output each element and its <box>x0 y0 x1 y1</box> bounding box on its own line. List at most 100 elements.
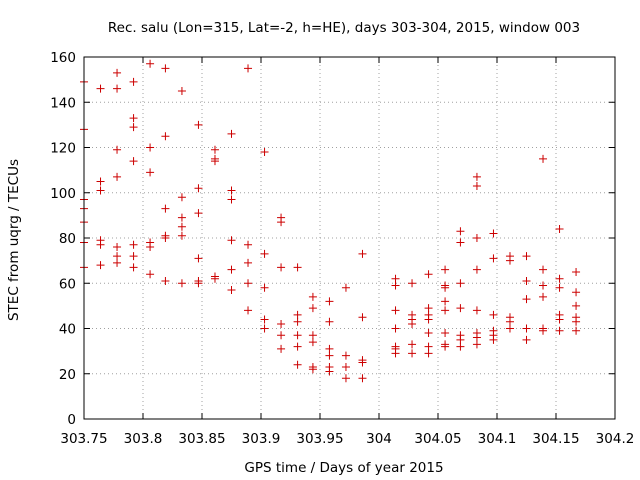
y-axis-label: STEC from uqrg / TECUs <box>6 159 22 321</box>
x-tick-labels: 303.75 303.8 303.85 303.9 303.95 304 304.05 304… <box>60 431 634 447</box>
data-point <box>456 335 465 344</box>
data-point <box>424 329 433 338</box>
x-tick-label: 303.95 <box>296 431 343 447</box>
data-point <box>408 340 417 349</box>
data-point <box>244 279 253 288</box>
data-point <box>572 267 581 276</box>
data-point <box>325 317 334 326</box>
data-point <box>260 315 269 324</box>
data-point <box>113 258 122 267</box>
data-point <box>210 157 219 166</box>
data-point <box>227 265 236 274</box>
data-point <box>177 193 186 202</box>
data-point <box>244 306 253 315</box>
data-point <box>539 292 548 301</box>
data-point <box>424 349 433 358</box>
data-point <box>146 143 155 152</box>
x-tick-label: 303.9 <box>242 431 281 447</box>
x-tick-label: 304.15 <box>532 431 579 447</box>
data-point <box>113 145 122 154</box>
data-point <box>358 313 367 322</box>
data-point <box>505 324 514 333</box>
data-point <box>539 326 548 335</box>
data-point <box>456 227 465 236</box>
data-point <box>260 148 269 157</box>
data-point <box>572 317 581 326</box>
data-point <box>293 310 302 319</box>
data-point <box>113 172 122 181</box>
data-point <box>96 177 105 186</box>
data-point <box>539 154 548 163</box>
x-tick-label: 304.05 <box>414 431 461 447</box>
data-point <box>308 292 317 301</box>
data-point <box>555 274 564 283</box>
data-point <box>424 342 433 351</box>
data-point <box>456 238 465 247</box>
grid-lines <box>84 57 615 419</box>
data-point <box>260 283 269 292</box>
data-point <box>472 333 481 342</box>
data-point <box>325 297 334 306</box>
data-point <box>227 129 236 138</box>
data-point <box>293 342 302 351</box>
data-point <box>129 114 138 123</box>
data-point <box>472 265 481 274</box>
data-point <box>227 286 236 295</box>
data-point <box>177 213 186 222</box>
x-tick-label: 304 <box>366 431 392 447</box>
data-point <box>161 132 170 141</box>
data-point <box>325 344 334 353</box>
y-tick-label: 100 <box>50 186 76 202</box>
data-point <box>441 342 450 351</box>
y-tick-label: 60 <box>59 276 76 292</box>
data-point <box>113 252 122 261</box>
data-point <box>539 265 548 274</box>
data-point <box>391 324 400 333</box>
data-point <box>293 331 302 340</box>
data-point <box>424 270 433 279</box>
data-point <box>161 276 170 285</box>
data-point <box>113 243 122 252</box>
data-point <box>572 301 581 310</box>
data-point <box>358 249 367 258</box>
data-point <box>244 240 253 249</box>
data-point <box>260 249 269 258</box>
data-point <box>325 351 334 360</box>
data-point <box>293 263 302 272</box>
y-tick-label: 20 <box>59 367 76 383</box>
data-point <box>96 240 105 249</box>
x-tick-label: 304.1 <box>478 431 517 447</box>
data-point <box>227 186 236 195</box>
y-tick-label: 120 <box>50 141 76 157</box>
data-point <box>113 68 122 77</box>
y-tick-label: 40 <box>59 322 76 338</box>
x-axis-label: GPS time / Days of year 2015 <box>244 460 443 476</box>
data-point <box>194 184 203 193</box>
data-point <box>505 317 514 326</box>
data-point <box>210 145 219 154</box>
data-point <box>489 310 498 319</box>
data-point <box>194 209 203 218</box>
data-point <box>129 240 138 249</box>
data-point <box>146 168 155 177</box>
data-point <box>129 77 138 86</box>
data-point <box>572 326 581 335</box>
data-point <box>293 360 302 369</box>
data-point <box>391 306 400 315</box>
data-point <box>522 335 531 344</box>
data-point <box>277 263 286 272</box>
y-tick-label: 0 <box>67 412 76 428</box>
data-point <box>358 358 367 367</box>
data-point <box>472 181 481 190</box>
data-point <box>505 256 514 265</box>
data-point <box>341 351 350 360</box>
data-point <box>227 236 236 245</box>
data-point <box>358 374 367 383</box>
data-point <box>555 326 564 335</box>
data-point <box>539 281 548 290</box>
data-point <box>177 279 186 288</box>
data-point <box>424 304 433 313</box>
data-point <box>146 59 155 68</box>
data-point <box>177 231 186 240</box>
